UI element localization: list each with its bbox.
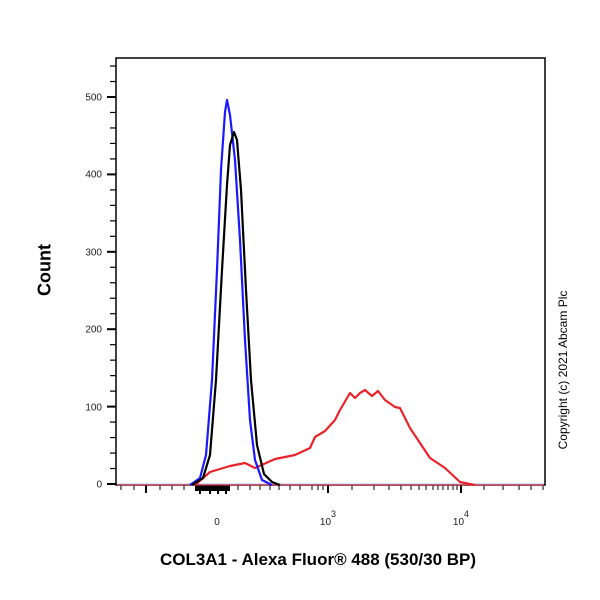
histogram-series xyxy=(117,98,544,487)
x-axis-label: COL3A1 - Alexa Fluor® 488 (530/30 BP) xyxy=(159,550,477,569)
copyright-notice: Copyright (c) 2021 Abcam Plc xyxy=(556,290,570,450)
y-tick-label: 300 xyxy=(85,248,102,259)
y-tick-label: 0 xyxy=(96,480,102,491)
y-tick-label: 100 xyxy=(85,403,102,414)
y-tick-label: 500 xyxy=(85,93,102,104)
x-tick-label: 104 xyxy=(453,509,469,528)
series-line xyxy=(191,130,281,487)
x-axis-ticks: 0 103 104 xyxy=(120,485,544,528)
x-tick-label: 103 xyxy=(320,509,336,528)
y-axis-label: Count xyxy=(34,244,55,296)
y-tick-label: 200 xyxy=(85,325,102,336)
series-line xyxy=(189,98,273,486)
x-tick-label: 0 xyxy=(214,517,220,528)
y-tick-label: 400 xyxy=(85,170,102,181)
y-axis-ticks: 500 400 300 200 100 0 xyxy=(85,65,116,491)
plot-frame xyxy=(115,57,546,486)
